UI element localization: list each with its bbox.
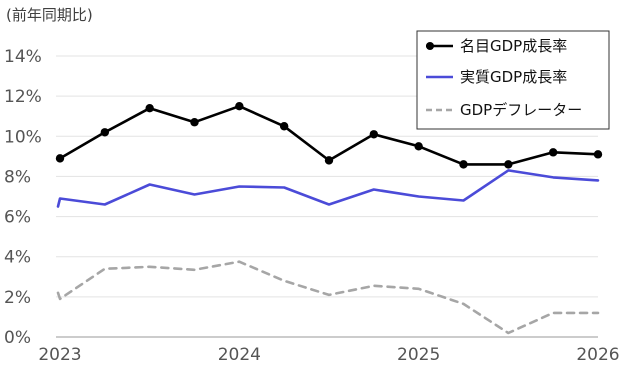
series-point: [593, 150, 603, 159]
series-point: [190, 118, 199, 127]
series-point: [235, 101, 244, 111]
y-unit-label: (前年同期比): [6, 6, 93, 24]
series-point: [100, 128, 110, 137]
series-line-2: [56, 169, 600, 208]
x-axis-ticks: 2023 2024 2025 2026: [38, 345, 619, 365]
series-lines: [55, 101, 603, 335]
series-point: [459, 160, 468, 169]
y-tick-label: 10%: [4, 127, 42, 147]
series-point: [55, 154, 65, 163]
legend-label: GDPデフレーター: [460, 101, 582, 119]
series-point: [324, 156, 334, 165]
series-line-3: [56, 260, 600, 335]
y-tick-label: 2%: [4, 288, 31, 308]
y-axis-ticks: 0% 2% 4% 6% 8% 10% 12% 14%: [4, 47, 42, 348]
series-point: [504, 160, 513, 169]
y-tick-label: 0%: [4, 328, 31, 348]
series-point: [369, 130, 379, 139]
legend-marker: [426, 42, 434, 50]
x-tick-label: 2024: [218, 345, 261, 365]
legend-box: [416, 30, 610, 130]
legend-label: 実質GDP成長率: [460, 68, 567, 86]
y-tick-label: 8%: [4, 167, 31, 187]
series-point: [548, 148, 558, 157]
y-tick-label: 4%: [4, 248, 31, 268]
x-tick-label: 2025: [397, 345, 440, 365]
series-point: [145, 103, 154, 113]
x-tick-label: 2023: [38, 345, 81, 365]
y-tick-label: 6%: [4, 208, 31, 228]
series-point: [279, 122, 289, 131]
series-point: [414, 142, 423, 151]
x-tick-label: 2026: [576, 345, 619, 365]
y-tick-label: 14%: [4, 47, 42, 67]
legend-label: 名目GDP成長率: [460, 37, 567, 55]
y-tick-label: 12%: [4, 87, 42, 107]
